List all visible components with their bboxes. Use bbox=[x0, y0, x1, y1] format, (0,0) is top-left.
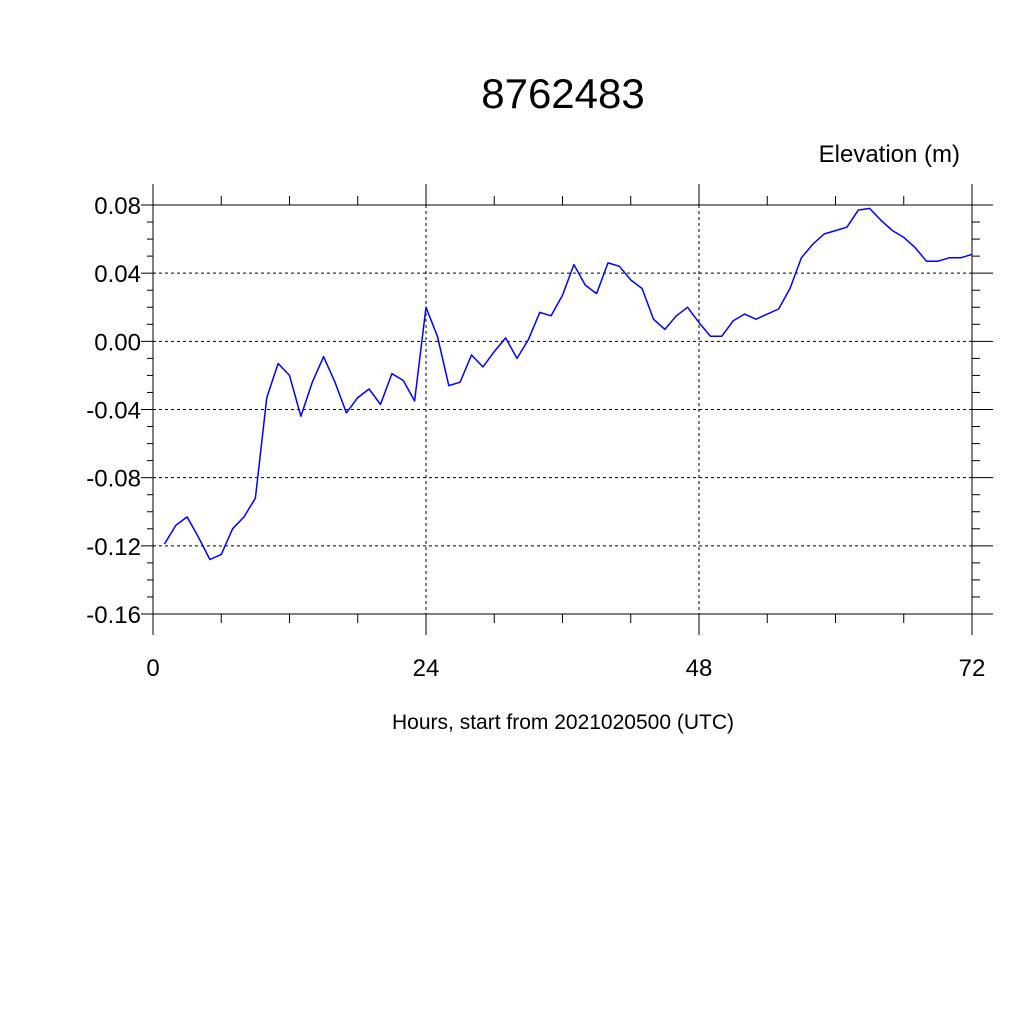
x-tick-labels: 0 24 48 72 bbox=[146, 655, 985, 682]
y-tick-label: -0.08 bbox=[86, 466, 141, 493]
plot-frame bbox=[152, 204, 973, 615]
x-tick-label: 24 bbox=[413, 655, 440, 682]
grid-lines bbox=[153, 205, 972, 614]
x-tick-label: 72 bbox=[959, 655, 986, 682]
x-tick-label: 0 bbox=[146, 655, 159, 682]
x-tick-label: 48 bbox=[686, 655, 713, 682]
y-tick-label: -0.16 bbox=[86, 602, 141, 629]
major-ticks bbox=[141, 184, 993, 635]
y-axis-label: Elevation (m) bbox=[819, 141, 960, 168]
series-line bbox=[163, 207, 973, 561]
y-tick-label: -0.12 bbox=[86, 534, 141, 561]
x-axis-label: Hours, start from 2021020500 (UTC) bbox=[392, 711, 734, 734]
y-tick-label: 0.04 bbox=[94, 261, 141, 288]
y-tick-label: 0.00 bbox=[94, 329, 141, 356]
minor-ticks bbox=[147, 196, 980, 623]
y-tick-label: 0.08 bbox=[94, 193, 141, 220]
series-layer bbox=[163, 207, 973, 561]
chart-title: 8762483 bbox=[481, 70, 645, 117]
y-tick-label: -0.04 bbox=[86, 398, 141, 425]
y-tick-labels: 0.08 0.04 0.00 -0.04 -0.08 -0.12 -0.16 bbox=[86, 193, 141, 629]
